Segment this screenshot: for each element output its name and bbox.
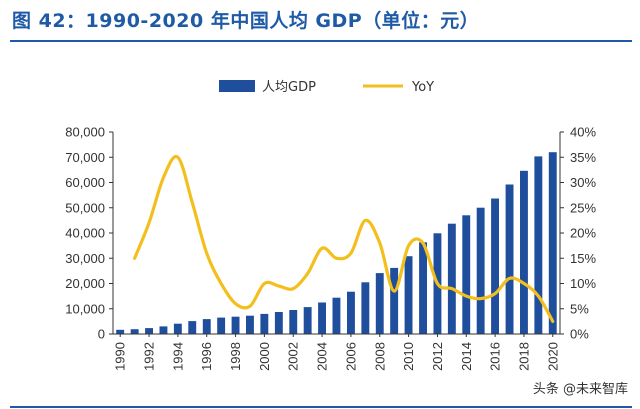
bar-2019 <box>534 156 543 334</box>
bar-1994 <box>173 323 182 334</box>
x-tick-label: 1990 <box>113 342 128 371</box>
yoy-line-group <box>133 154 555 323</box>
bar-2014 <box>462 215 471 334</box>
y-left-tick-label: 0 <box>98 327 105 342</box>
bar-2016 <box>491 198 499 334</box>
bar-2017 <box>505 184 514 334</box>
title-rule <box>10 40 632 42</box>
y-left-tick-label: 70,000 <box>65 150 105 165</box>
y-left-tick-label: 50,000 <box>65 200 105 215</box>
x-tick-label: 1996 <box>199 342 214 371</box>
legend-swatch-bar <box>219 80 255 92</box>
x-tick-label: 2020 <box>545 342 560 371</box>
x-tick-label: 2002 <box>286 342 301 371</box>
bar-1998 <box>231 316 240 334</box>
x-tick-label: 1992 <box>142 342 157 371</box>
bar-1993 <box>159 326 168 334</box>
bar-2006 <box>347 291 355 334</box>
y-left-tick-label: 80,000 <box>65 125 105 140</box>
x-tick-label: 2018 <box>516 342 531 371</box>
bar-2000 <box>260 313 269 334</box>
x-tick-label: 2010 <box>401 342 416 371</box>
x-tick-label: 2006 <box>343 342 358 371</box>
y-right-tick-label: 10% <box>570 276 596 291</box>
yoy-line <box>133 154 555 323</box>
watermark: 头条 @未来智库 <box>532 382 628 397</box>
x-tick-label: 1998 <box>228 342 243 371</box>
y-left-tick-label: 60,000 <box>65 175 105 190</box>
bar-1991 <box>130 329 139 334</box>
bar-2005 <box>332 297 341 334</box>
legend-label-bar: 人均GDP <box>262 80 316 95</box>
bar-2004 <box>318 302 326 334</box>
bar-2008 <box>375 273 384 334</box>
bar-2002 <box>289 310 298 334</box>
y-left-tick-label: 10,000 <box>65 301 105 316</box>
bar-2010 <box>404 256 413 334</box>
legend-label-line: YoY <box>411 80 434 95</box>
x-tick-label: 2000 <box>257 342 272 371</box>
y-right-tick-label: 30% <box>570 175 596 190</box>
x-tick-label: 2016 <box>488 342 503 371</box>
x-tick-label: 2014 <box>459 342 474 371</box>
y-right-tick-label: 0% <box>570 327 589 342</box>
y-right-tick-label: 35% <box>570 150 596 165</box>
figure-title: 图 42：1990-2020 年中国人均 GDP（单位：元） <box>12 10 480 32</box>
legend: 人均GDP YoY <box>219 80 434 95</box>
bar-2001 <box>274 312 283 334</box>
bars-group <box>116 152 557 334</box>
bar-1999 <box>246 315 254 334</box>
x-tick-label: 1994 <box>170 342 185 371</box>
y-right-tick-label: 15% <box>570 251 596 266</box>
y-right-tick-label: 5% <box>570 301 589 316</box>
bar-1990 <box>116 329 125 334</box>
x-tick-label: 2008 <box>372 342 387 371</box>
y-left-tick-label: 40,000 <box>65 226 105 241</box>
bar-2007 <box>361 282 370 334</box>
axes-group: 0 10,000 20,000 30,000 40,000 50,000 60,000 70,… <box>65 125 596 371</box>
bottom-rule <box>10 406 632 408</box>
bar-1995 <box>188 321 197 334</box>
bar-1992 <box>145 328 153 334</box>
bar-2011 <box>419 242 427 334</box>
y-left-tick-label: 30,000 <box>65 251 105 266</box>
bar-1996 <box>202 319 211 334</box>
bar-2013 <box>447 223 456 334</box>
bar-1997 <box>217 317 226 334</box>
x-tick-label: 2004 <box>315 342 330 371</box>
bar-2018 <box>520 170 528 334</box>
bar-2015 <box>476 207 485 334</box>
bar-2020 <box>548 152 557 334</box>
y-right-tick-label: 20% <box>570 226 596 241</box>
y-left-tick-label: 20,000 <box>65 276 105 291</box>
y-right-tick-label: 40% <box>570 125 596 140</box>
bar-2009 <box>390 267 399 334</box>
y-right-tick-label: 25% <box>570 200 596 215</box>
x-tick-label: 2012 <box>430 342 445 371</box>
bar-2003 <box>303 307 312 334</box>
